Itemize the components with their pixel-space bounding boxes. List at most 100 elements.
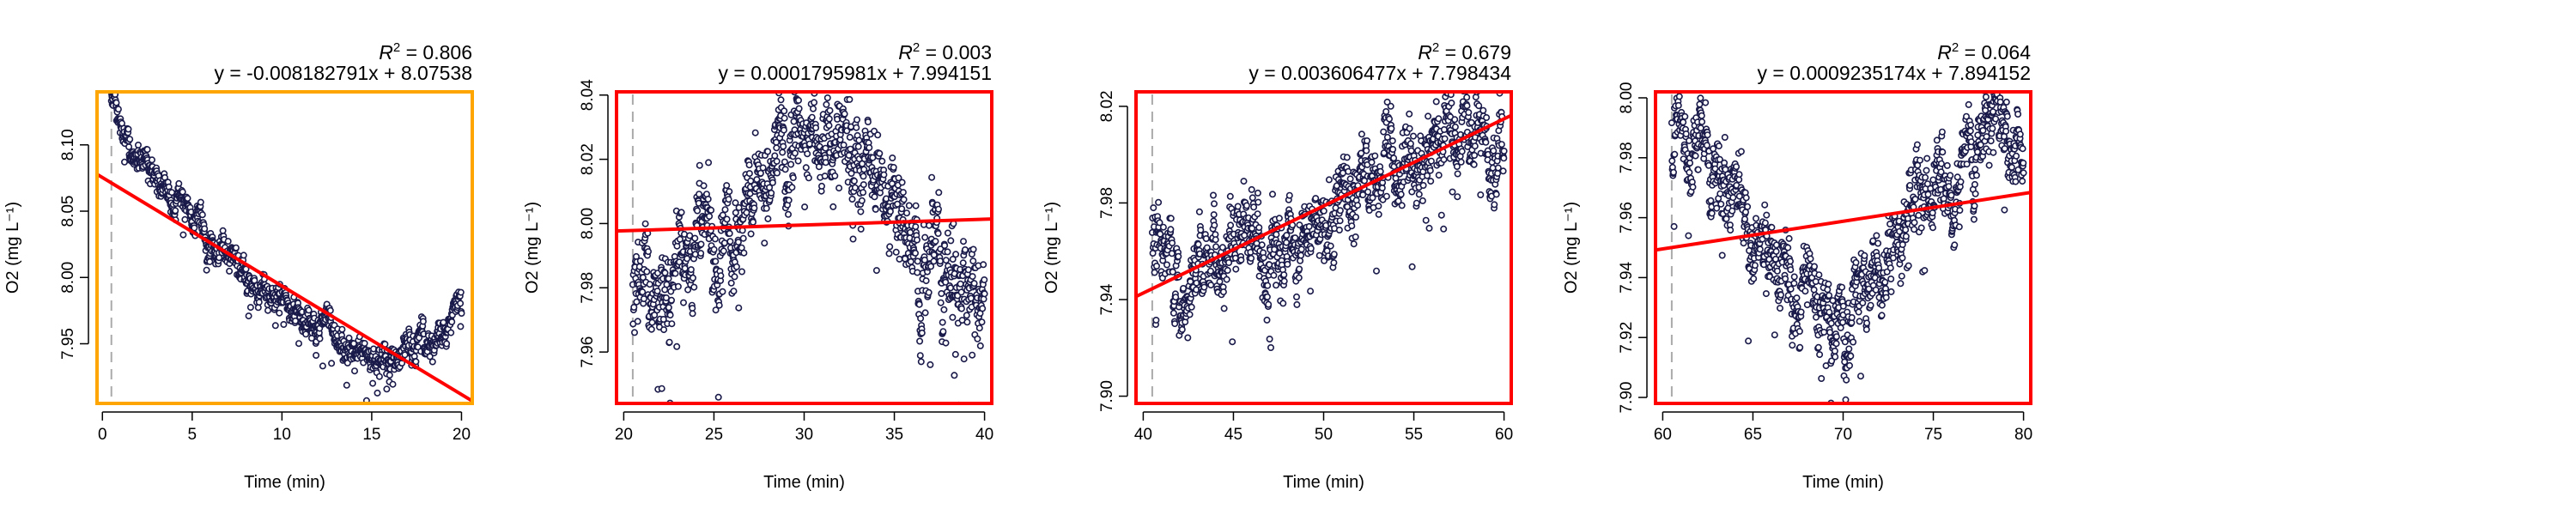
data-point bbox=[880, 171, 888, 179]
data-point bbox=[1216, 278, 1224, 286]
data-point bbox=[666, 312, 674, 319]
data-point bbox=[1847, 352, 1855, 360]
data-point bbox=[1387, 102, 1394, 110]
data-point bbox=[1155, 198, 1163, 206]
r-squared-value: = 0.064 bbox=[1959, 41, 2031, 64]
data-point bbox=[926, 221, 933, 229]
data-point bbox=[899, 189, 907, 197]
x-tick-label: 30 bbox=[795, 426, 813, 444]
data-point bbox=[951, 372, 958, 379]
data-point bbox=[1717, 200, 1725, 208]
data-point bbox=[1971, 180, 1978, 188]
data-point bbox=[1689, 183, 1697, 191]
data-points bbox=[1668, 81, 2027, 403]
data-point bbox=[1242, 202, 1250, 209]
data-point bbox=[1698, 112, 1705, 119]
data-point bbox=[1716, 190, 1724, 197]
data-point bbox=[1686, 159, 1694, 167]
data-point bbox=[1212, 243, 1220, 251]
data-point bbox=[1232, 265, 1240, 273]
x-axis-title: Time (min) bbox=[244, 473, 325, 492]
data-point bbox=[791, 149, 799, 157]
data-point bbox=[1727, 227, 1735, 234]
data-point bbox=[1773, 267, 1781, 275]
data-point bbox=[969, 351, 976, 359]
data-point bbox=[1852, 258, 1860, 266]
data-point bbox=[149, 156, 156, 164]
data-point bbox=[1494, 164, 1502, 172]
data-point bbox=[1818, 374, 1826, 382]
data-point bbox=[1905, 262, 1912, 270]
data-point bbox=[1674, 81, 1679, 86]
data-point bbox=[846, 95, 854, 103]
data-point bbox=[112, 99, 120, 106]
data-point bbox=[1899, 240, 1906, 248]
data-point bbox=[1977, 141, 1984, 148]
data-point bbox=[1211, 200, 1218, 208]
data-point bbox=[1923, 154, 1931, 162]
data-point bbox=[725, 196, 732, 203]
data-point bbox=[1475, 102, 1483, 110]
data-point bbox=[727, 279, 735, 287]
data-point bbox=[1169, 268, 1176, 276]
data-point bbox=[1923, 167, 1930, 174]
data-point bbox=[1175, 252, 1182, 260]
data-point bbox=[1202, 234, 1210, 242]
data-point bbox=[1226, 192, 1234, 200]
data-point bbox=[860, 166, 868, 173]
data-point bbox=[677, 209, 685, 216]
data-point bbox=[1887, 288, 1895, 295]
data-point bbox=[1453, 163, 1461, 171]
data-point bbox=[1845, 345, 1853, 353]
data-point bbox=[1772, 247, 1780, 255]
data-point bbox=[821, 173, 829, 180]
data-point bbox=[2013, 152, 2020, 160]
data-point bbox=[246, 304, 254, 312]
data-point bbox=[1897, 280, 1905, 288]
data-point bbox=[2014, 111, 2022, 118]
data-point bbox=[665, 275, 672, 282]
data-point bbox=[840, 141, 848, 148]
data-point bbox=[1722, 215, 1730, 222]
data-point bbox=[383, 385, 391, 393]
data-point bbox=[825, 115, 833, 123]
data-point bbox=[941, 242, 949, 250]
data-point bbox=[690, 283, 698, 291]
data-point bbox=[831, 172, 839, 179]
data-point bbox=[2020, 169, 2027, 177]
x-tick-label: 50 bbox=[1315, 426, 1333, 444]
data-point bbox=[1841, 358, 1849, 366]
data-point bbox=[679, 299, 687, 306]
data-point bbox=[1966, 127, 1974, 135]
data-point bbox=[1855, 308, 1862, 316]
data-point bbox=[1703, 142, 1710, 149]
data-point bbox=[947, 237, 955, 245]
data-point bbox=[886, 208, 894, 215]
data-point bbox=[1170, 309, 1177, 317]
data-point bbox=[917, 358, 925, 366]
data-point bbox=[1777, 305, 1784, 312]
data-point bbox=[789, 174, 797, 182]
data-point bbox=[1427, 157, 1435, 165]
data-point bbox=[935, 205, 943, 213]
data-point bbox=[224, 238, 232, 245]
regression-line bbox=[617, 217, 992, 233]
data-point bbox=[1742, 194, 1750, 202]
data-point bbox=[1151, 269, 1158, 276]
y-tick-label: 8.00 bbox=[1618, 82, 1636, 113]
data-point bbox=[1856, 318, 1863, 325]
data-point bbox=[2008, 163, 2015, 171]
data-point bbox=[1458, 148, 1466, 155]
data-point bbox=[428, 358, 436, 366]
data-point bbox=[970, 280, 978, 288]
data-point bbox=[857, 208, 865, 215]
y-tick-label: 7.98 bbox=[579, 272, 597, 304]
data-point bbox=[1740, 239, 1747, 247]
data-point bbox=[1406, 110, 1413, 118]
x-tick-label: 60 bbox=[1654, 426, 1672, 444]
data-point bbox=[126, 136, 134, 143]
r-squared-exponent: 2 bbox=[913, 40, 920, 55]
data-point bbox=[969, 245, 977, 253]
y-tick-label: 7.92 bbox=[1618, 322, 1636, 354]
data-point bbox=[981, 290, 988, 298]
